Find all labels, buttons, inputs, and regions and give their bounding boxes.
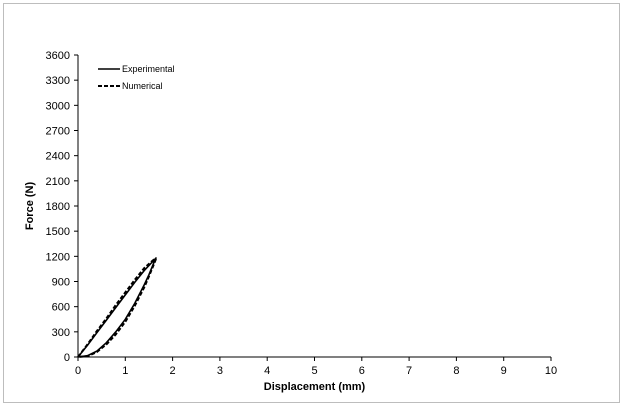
y-axis-title: Force (N) bbox=[24, 182, 36, 231]
y-tick-label: 1500 bbox=[46, 226, 70, 238]
y-tick-label: 1200 bbox=[46, 251, 70, 263]
x-tick-label: 5 bbox=[311, 365, 317, 377]
y-tick-label: 600 bbox=[52, 302, 70, 314]
axes bbox=[77, 55, 551, 358]
x-tick-label: 8 bbox=[453, 365, 459, 377]
x-tick-label: 4 bbox=[264, 365, 270, 377]
y-tick-label: 1800 bbox=[46, 201, 70, 213]
x-tick-label: 0 bbox=[75, 365, 81, 377]
legend-label-experimental: Experimental bbox=[122, 64, 175, 74]
legend: Experimental Numerical bbox=[98, 64, 175, 91]
x-tick-label: 6 bbox=[359, 365, 365, 377]
legend-label-numerical: Numerical bbox=[122, 81, 163, 91]
series-line-numerical bbox=[77, 257, 157, 358]
x-tick-label: 10 bbox=[545, 365, 557, 377]
x-axis-title: Displacement (mm) bbox=[264, 381, 366, 393]
x-tick-label: 9 bbox=[501, 365, 507, 377]
series-group bbox=[77, 257, 157, 358]
y-tick-label: 2700 bbox=[46, 126, 70, 138]
y-tick-label: 3600 bbox=[46, 50, 70, 62]
x-tick-label: 2 bbox=[170, 365, 176, 377]
x-tick-label: 7 bbox=[406, 365, 412, 377]
y-tick-label: 0 bbox=[64, 352, 70, 364]
y-tick-label: 300 bbox=[52, 327, 70, 339]
y-tick-label: 2400 bbox=[46, 151, 70, 163]
x-tick-label: 3 bbox=[217, 365, 223, 377]
y-tick-label: 3000 bbox=[46, 100, 70, 112]
x-tick-label: 1 bbox=[122, 365, 128, 377]
ticks: 0 1 2 3 4 5 6 7 8 9 10 0 300 600 900 1200 1500 1800 2100 24… bbox=[46, 50, 558, 377]
y-tick-label: 3300 bbox=[46, 75, 70, 87]
y-tick-label: 900 bbox=[52, 277, 70, 289]
y-tick-label: 2100 bbox=[46, 176, 70, 188]
